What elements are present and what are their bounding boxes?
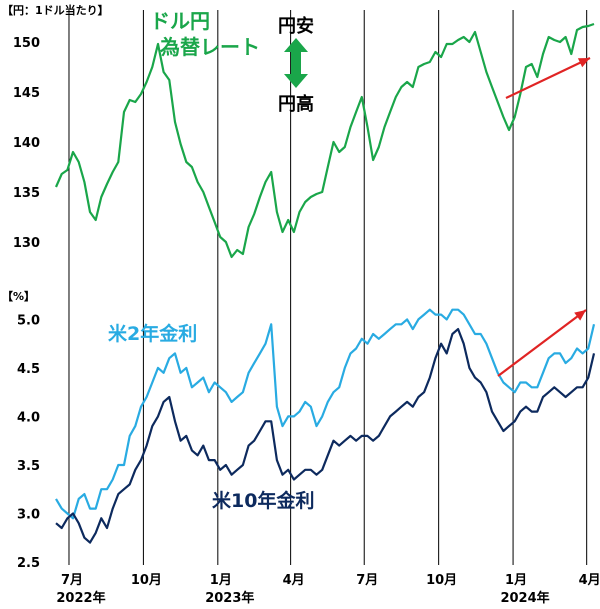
y-tick-yen-150: 150 (13, 36, 40, 51)
x-tick-month-0: 7月 (61, 573, 83, 588)
series-label-us2y: 米2年金利 (108, 322, 197, 345)
series-line-us2y (55, 308, 596, 520)
y-tick-rate-3.5: 3.5 (17, 459, 40, 474)
y-tick-yen-145: 145 (13, 86, 40, 101)
x-tick-month-5: 10月 (426, 573, 457, 588)
x-tick-month-1: 10月 (131, 573, 162, 588)
series-line-us10y (55, 328, 596, 544)
x-tick-year-2: 2023年 (205, 590, 254, 605)
trend-arrow-icon-rates-head (574, 310, 586, 321)
trend-arrow-icon-yen (505, 57, 591, 99)
series-label-us10y: 米10年金利 (212, 489, 314, 512)
series-label-usdjpy-line1: ドル円 (150, 9, 210, 33)
y-tick-rate-2.5: 2.5 (17, 556, 40, 571)
x-tick-year-6: 2024年 (500, 590, 549, 605)
trend-arrow-icon-rates (497, 309, 587, 377)
unit-label-yen: 【円：1ドル当たり】 (2, 3, 109, 17)
x-tick-month-4: 7月 (356, 573, 378, 588)
y-tick-rate-4.0: 4.0 (17, 410, 40, 425)
unit-label-percent: 【%】 (2, 290, 35, 303)
x-tick-month-2: 1月 (210, 573, 232, 588)
annotation-yen-strong: 円高 (278, 93, 314, 115)
y-tick-yen-135: 135 (13, 186, 40, 201)
double-arrow-icon (284, 38, 308, 88)
x-tick-month-7: 4月 (579, 573, 600, 588)
x-tick-month-3: 4月 (283, 573, 305, 588)
annotation-yen-weak: 円安 (278, 15, 314, 37)
series-label-usdjpy-line2: 為替レート (160, 35, 260, 59)
trend-arrow-icon-yen-head (577, 58, 590, 68)
x-tick-year-0: 2022年 (56, 590, 105, 605)
y-tick-rate-4.5: 4.5 (17, 362, 40, 377)
trend-arrow-icon-yen-shaft (505, 57, 591, 99)
y-tick-rate-3.0: 3.0 (17, 507, 40, 522)
trend-arrow-icon-rates-shaft (497, 309, 587, 377)
y-tick-rate-5.0: 5.0 (17, 313, 40, 328)
series-line-usdjpy (54, 22, 595, 259)
x-tick-month-6: 1月 (505, 573, 527, 588)
y-tick-yen-130: 130 (13, 236, 40, 251)
y-tick-yen-140: 140 (13, 136, 40, 151)
